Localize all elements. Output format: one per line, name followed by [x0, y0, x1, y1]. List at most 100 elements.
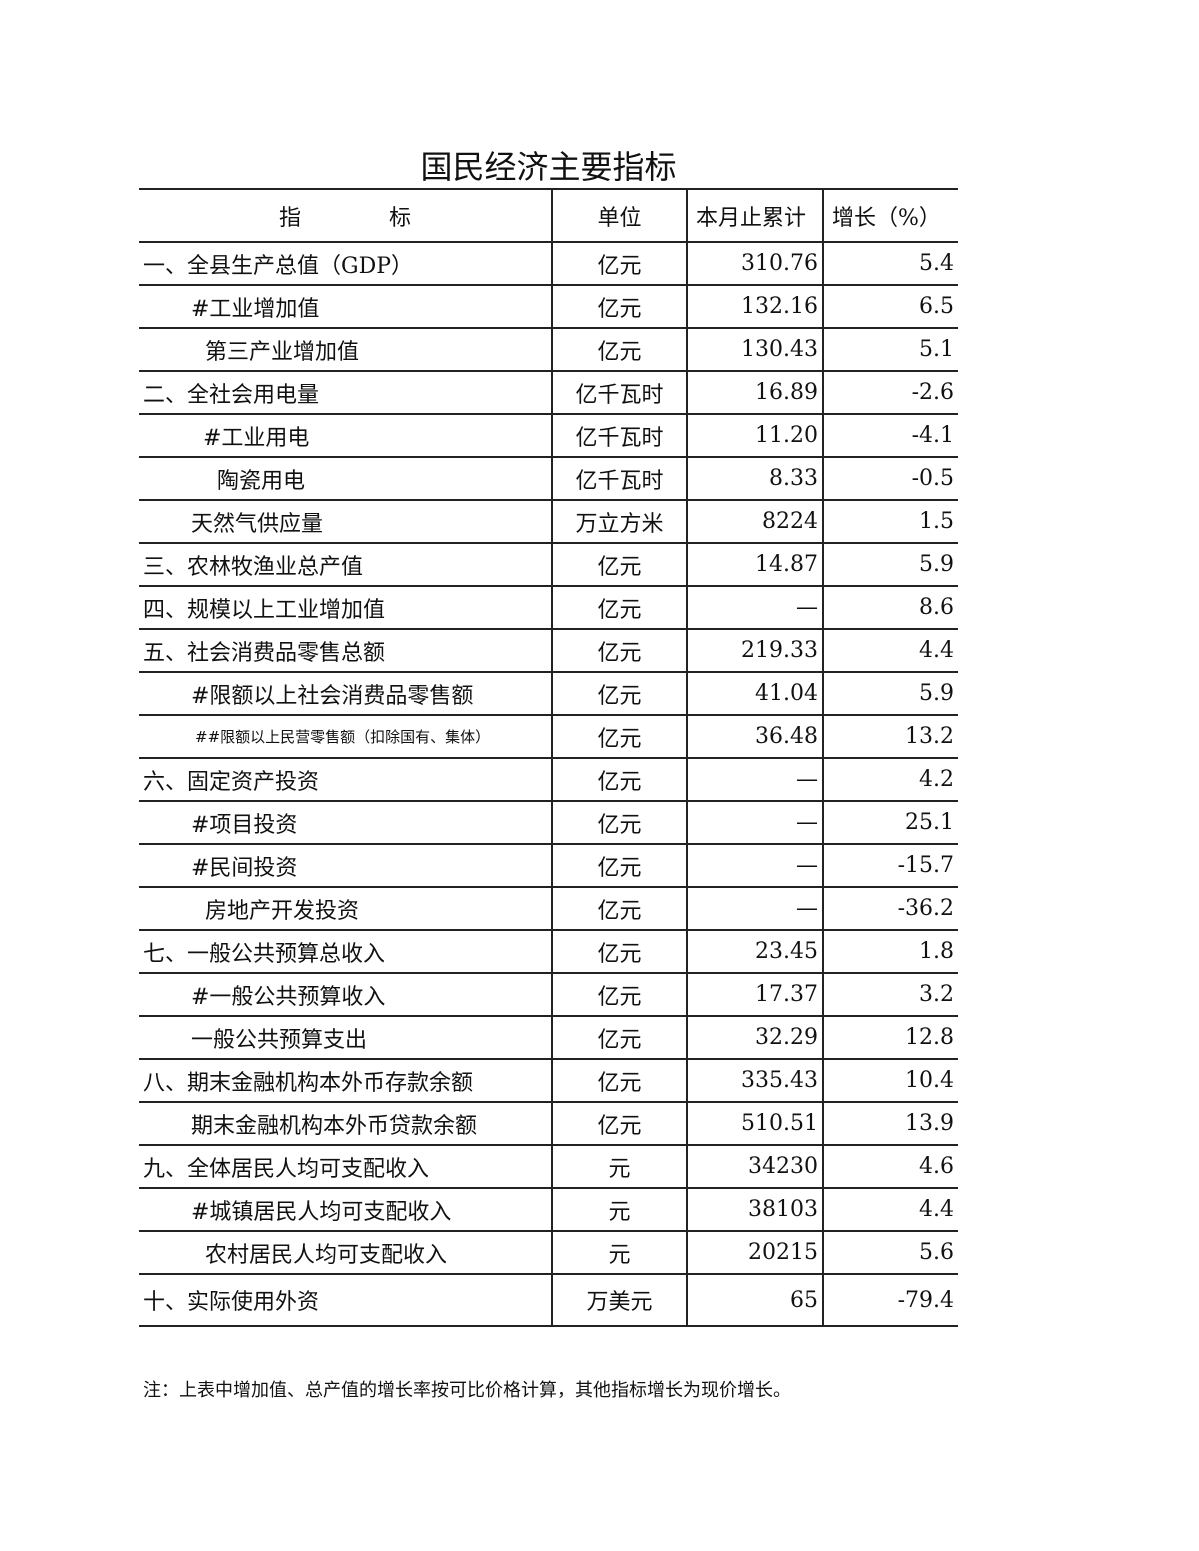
cell-cumulative: —	[686, 843, 823, 888]
cell-cumulative: —	[686, 585, 823, 630]
cell-cumulative: 65	[686, 1273, 823, 1327]
cell-cumulative: 34230	[686, 1144, 823, 1189]
cell-unit: 亿元	[551, 241, 687, 286]
cell-growth: -0.5	[822, 456, 958, 501]
cell-cumulative: 130.43	[686, 327, 823, 372]
cell-cumulative: 14.87	[686, 542, 823, 587]
cell-unit: 亿元	[551, 542, 687, 587]
cell-growth: 4.4	[822, 1187, 958, 1232]
table-header-row: 指 标 单位 本月止累计 增长（%）	[139, 188, 958, 243]
cell-indicator: 八、期末金融机构本外币存款余额	[139, 1058, 552, 1103]
cell-indicator: #项目投资	[139, 800, 552, 845]
table-row: 六、固定资产投资 亿元 —4.2	[139, 757, 958, 802]
cell-indicator: #一般公共预算收入	[139, 972, 552, 1017]
cell-unit: 亿元	[551, 1015, 687, 1060]
cell-growth: -79.4	[822, 1273, 958, 1327]
header-growth: 增长（%）	[822, 188, 958, 243]
table-row: 期末金融机构本外币贷款余额 亿元 510.51 13.9	[139, 1101, 958, 1146]
cell-unit: 元	[551, 1187, 687, 1232]
cell-cumulative: 17.37	[686, 972, 823, 1017]
cell-cumulative: 8.33	[686, 456, 823, 501]
cell-growth: 1.8	[822, 929, 958, 974]
cell-unit: 亿元	[551, 628, 687, 673]
cell-unit: 亿元	[551, 757, 687, 802]
cell-unit: 亿元	[551, 714, 687, 759]
cell-growth: 3.2	[822, 972, 958, 1017]
cell-unit: 亿元	[551, 284, 687, 329]
table-row: 陶瓷用电 亿千瓦时 8.33 -0.5	[139, 456, 958, 501]
cell-unit: 万立方米	[551, 499, 687, 544]
cell-unit: 亿元	[551, 327, 687, 372]
cell-indicator: 农村居民人均可支配收入	[139, 1230, 552, 1275]
cell-indicator: 一般公共预算支出	[139, 1015, 552, 1060]
cell-growth: 25.1	[822, 800, 958, 845]
cell-growth: 5.9	[822, 542, 958, 587]
cell-growth: 6.5	[822, 284, 958, 329]
cell-unit: 亿元	[551, 972, 687, 1017]
header-unit: 单位	[551, 188, 687, 243]
table-row: 一般公共预算支出 亿元 32.29 12.8	[139, 1015, 958, 1060]
cell-indicator: 房地产开发投资	[139, 886, 552, 931]
cell-indicator: #工业用电	[139, 413, 552, 458]
cell-growth: -2.6	[822, 370, 958, 415]
cell-indicator: 十、实际使用外资	[139, 1273, 552, 1327]
cell-cumulative: 8224	[686, 499, 823, 544]
table-row: 十、实际使用外资 万美元 65 -79.4	[139, 1273, 958, 1327]
header-cumulative: 本月止累计	[686, 188, 823, 243]
cell-unit: 亿元	[551, 1101, 687, 1146]
cell-growth: -15.7	[822, 843, 958, 888]
footnote: 注：上表中增加值、总产值的增长率按可比价格计算，其他指标增长为现价增长。	[143, 1380, 791, 1401]
table-row: 五、社会消费品零售总额 亿元 219.33 4.4	[139, 628, 958, 673]
table-row: 八、期末金融机构本外币存款余额 亿元 335.43 10.4	[139, 1058, 958, 1103]
cell-unit: 万美元	[551, 1273, 687, 1327]
page-title: 国民经济主要指标	[420, 148, 677, 186]
cell-cumulative: 11.20	[686, 413, 823, 458]
cell-unit: 亿元	[551, 800, 687, 845]
cell-indicator: 五、社会消费品零售总额	[139, 628, 552, 673]
table-row: #城镇居民人均可支配收入元 38103 4.4	[139, 1187, 958, 1232]
cell-unit: 亿元	[551, 585, 687, 630]
table-row: #民间投资 亿元 — -15.7	[139, 843, 958, 888]
cell-indicator: 期末金融机构本外币贷款余额	[139, 1101, 552, 1146]
cell-growth: 5.6	[822, 1230, 958, 1275]
cell-cumulative: 36.48	[686, 714, 823, 759]
cell-cumulative: 310.76	[686, 241, 823, 286]
cell-growth: 13.9	[822, 1101, 958, 1146]
table-row: 农村居民人均可支配收入元 20215 5.6	[139, 1230, 958, 1275]
cell-cumulative: 16.89	[686, 370, 823, 415]
cell-growth: 12.8	[822, 1015, 958, 1060]
cell-indicator: 第三产业增加值	[139, 327, 552, 372]
table-row: 一、全县生产总值（GDP） 亿元 310.76 5.4	[139, 241, 958, 286]
cell-growth: 5.4	[822, 241, 958, 286]
cell-indicator: 一、全县生产总值（GDP）	[139, 241, 552, 286]
table-row: 三、农林牧渔业总产值 亿元 14.87 5.9	[139, 542, 958, 587]
table-row: ##限额以上民营零售额（扣除国有、集体） 亿元 36.48 13.2	[139, 714, 958, 759]
cell-indicator: 三、农林牧渔业总产值	[139, 542, 552, 587]
cell-growth: 10.4	[822, 1058, 958, 1103]
cell-cumulative: 38103	[686, 1187, 823, 1232]
cell-unit: 元	[551, 1144, 687, 1189]
cell-indicator: 七、一般公共预算总收入	[139, 929, 552, 974]
cell-unit: 亿元	[551, 671, 687, 716]
cell-cumulative: —	[686, 800, 823, 845]
table-row: 七、一般公共预算总收入 亿元 23.45 1.8	[139, 929, 958, 974]
cell-growth: 1.5	[822, 499, 958, 544]
cell-growth: 4.4	[822, 628, 958, 673]
cell-unit: 元	[551, 1230, 687, 1275]
cell-unit: 亿千瓦时	[551, 370, 687, 415]
cell-growth: 8.6	[822, 585, 958, 630]
table-row: #限额以上社会消费品零售额 亿元 41.04 5.9	[139, 671, 958, 716]
cell-cumulative: 219.33	[686, 628, 823, 673]
cell-indicator: #民间投资	[139, 843, 552, 888]
cell-indicator: 二、全社会用电量	[139, 370, 552, 415]
table-row: 四、规模以上工业增加值 亿元 —8.6	[139, 585, 958, 630]
cell-growth: 13.2	[822, 714, 958, 759]
cell-growth: -36.2	[822, 886, 958, 931]
cell-indicator: ##限额以上民营零售额（扣除国有、集体）	[139, 714, 552, 759]
cell-unit: 亿千瓦时	[551, 413, 687, 458]
cell-cumulative: 23.45	[686, 929, 823, 974]
cell-cumulative: 335.43	[686, 1058, 823, 1103]
cell-growth: 5.9	[822, 671, 958, 716]
cell-indicator: 四、规模以上工业增加值	[139, 585, 552, 630]
table-row: 天然气供应量 万立方米 8224 1.5	[139, 499, 958, 544]
